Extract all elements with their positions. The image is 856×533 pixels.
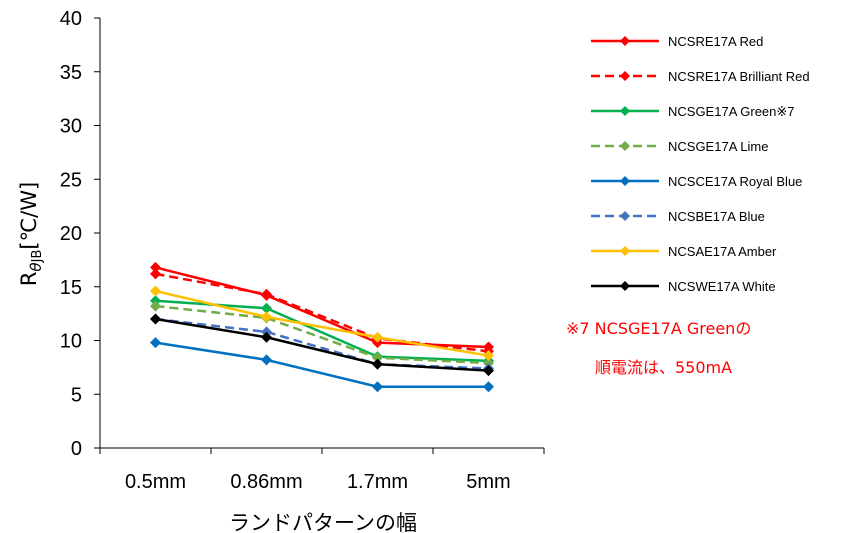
x-axis: 0.5mm 0.86mm 1.7mm 5mm bbox=[99, 448, 545, 493]
data-point bbox=[372, 352, 383, 364]
legend-swatch-marker bbox=[620, 281, 630, 291]
data-point bbox=[372, 331, 383, 343]
series-line bbox=[155, 266, 489, 349]
data-point bbox=[372, 358, 383, 370]
data-point bbox=[261, 311, 272, 323]
legend-item: NCSRE17A Red bbox=[591, 34, 763, 49]
data-point bbox=[372, 381, 383, 393]
plot-area bbox=[99, 18, 544, 449]
x-tick-label: 5mm bbox=[466, 471, 510, 493]
y-tick-label: 5 bbox=[71, 384, 82, 406]
legend-swatch-marker bbox=[620, 211, 630, 221]
data-point bbox=[483, 365, 494, 377]
legend-label: NCSGE17A Green※7 bbox=[668, 104, 795, 119]
y-tick-label: 10 bbox=[60, 331, 82, 353]
data-point bbox=[150, 268, 161, 280]
legend-label: NCSBE17A Blue bbox=[668, 209, 765, 224]
series-line bbox=[155, 317, 489, 372]
series-6 bbox=[150, 313, 494, 374]
legend-swatch-marker bbox=[620, 176, 630, 186]
legend-item: NCSAE17A Amber bbox=[591, 244, 777, 259]
data-point bbox=[150, 261, 161, 273]
series-3 bbox=[150, 295, 494, 367]
y-tick-label: 0 bbox=[71, 438, 82, 460]
y-axis: 0 5 10 15 20 25 30 35 40 bbox=[60, 8, 100, 460]
legend-swatch-marker bbox=[620, 141, 630, 151]
y-axis-title-main: R bbox=[17, 272, 41, 287]
legend-swatch-marker bbox=[620, 106, 630, 116]
legend-swatch-marker bbox=[620, 246, 630, 256]
x-axis-title: ランドパターンの幅 bbox=[229, 511, 417, 533]
data-point bbox=[261, 288, 272, 300]
x-tick-label: 1.7mm bbox=[347, 471, 408, 493]
series-layer bbox=[150, 261, 494, 393]
x-tick-label: 0.5mm bbox=[125, 471, 186, 493]
series-line bbox=[155, 272, 489, 353]
series-7 bbox=[150, 285, 494, 362]
data-point bbox=[150, 285, 161, 297]
data-point bbox=[261, 354, 272, 366]
legend-label: NCSWE17A White bbox=[668, 279, 776, 294]
annotation-line-1: ※7 NCSGE17A Greenの bbox=[566, 319, 751, 338]
y-axis-title: RθJB[℃/W] bbox=[17, 182, 45, 286]
y-axis-title-unit: [℃/W] bbox=[17, 182, 41, 250]
data-point bbox=[150, 313, 161, 325]
y-tick-label: 30 bbox=[60, 116, 82, 138]
data-point bbox=[261, 302, 272, 314]
y-tick-label: 20 bbox=[60, 223, 82, 245]
legend-label: NCSCE17A Royal Blue bbox=[668, 174, 802, 189]
series-5 bbox=[150, 337, 494, 393]
legend-item: NCSBE17A Blue bbox=[591, 209, 765, 224]
series-8 bbox=[150, 313, 494, 377]
legend-label: NCSRE17A Brilliant Red bbox=[668, 69, 810, 84]
legend-swatch-marker bbox=[620, 36, 630, 46]
y-tick-label: 15 bbox=[60, 277, 82, 299]
y-tick-label: 25 bbox=[60, 169, 82, 191]
series-2 bbox=[150, 268, 494, 357]
legend-label: NCSRE17A Red bbox=[668, 34, 763, 49]
legend-label: NCSAE17A Amber bbox=[668, 244, 777, 259]
y-axis-title-theta: θ bbox=[27, 262, 45, 271]
legend-swatch-marker bbox=[620, 71, 630, 81]
legend-item: NCSGE17A Lime bbox=[591, 139, 768, 154]
series-line bbox=[155, 341, 489, 388]
legend-item: NCSCE17A Royal Blue bbox=[591, 174, 802, 189]
annotation-note: ※7 NCSGE17A Greenの 順電流は、550mA bbox=[566, 319, 751, 377]
series-line bbox=[155, 289, 489, 357]
data-point bbox=[483, 381, 494, 393]
y-tick-label: 35 bbox=[60, 62, 82, 84]
legend-item: NCSRE17A Brilliant Red bbox=[591, 69, 810, 84]
y-axis-title-sub: JB bbox=[30, 250, 45, 264]
legend-item: NCSWE17A White bbox=[591, 279, 776, 294]
series-line bbox=[155, 304, 489, 365]
y-tick-label: 40 bbox=[60, 8, 82, 30]
x-tick-label: 0.86mm bbox=[230, 471, 302, 493]
annotation-line-2: 順電流は、550mA bbox=[595, 358, 732, 377]
legend-item: NCSGE17A Green※7 bbox=[591, 104, 795, 119]
data-point bbox=[261, 331, 272, 343]
legend-label: NCSGE17A Lime bbox=[668, 139, 768, 154]
data-point bbox=[483, 350, 494, 362]
legend: NCSRE17A Red NCSRE17A Brilliant Red NCSGE1… bbox=[591, 34, 810, 294]
data-point bbox=[150, 300, 161, 312]
data-point bbox=[150, 337, 161, 349]
